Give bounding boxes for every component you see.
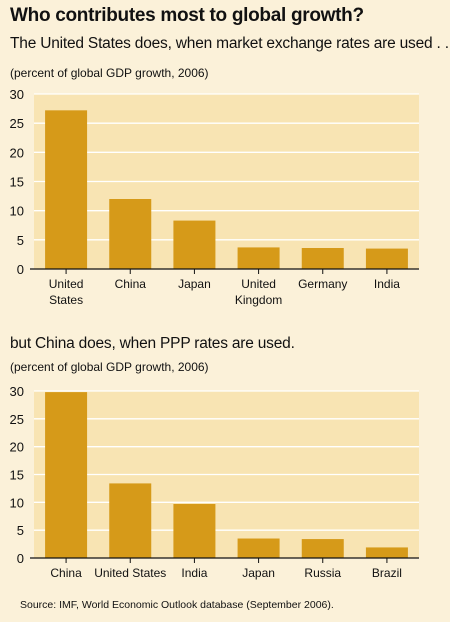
x-tick-label: Kingdom xyxy=(235,293,282,307)
bar xyxy=(173,220,216,269)
y-tick-label: 30 xyxy=(10,87,24,102)
x-tick-label: India xyxy=(181,566,207,580)
x-tick-label: Japan xyxy=(242,566,275,580)
bar xyxy=(365,547,408,558)
y-tick-label: 10 xyxy=(10,495,24,510)
bar xyxy=(301,539,344,558)
source-note: Source: IMF, World Economic Outlook data… xyxy=(20,599,334,611)
y-tick-label: 25 xyxy=(10,116,24,131)
y-tick-label: 5 xyxy=(17,233,24,248)
chart-2-unit-label: (percent of global GDP growth, 2006) xyxy=(10,360,209,374)
bar xyxy=(173,504,216,558)
x-tick-label: United xyxy=(49,277,84,291)
chart-1-bar-chart: 0 5 10 15 20 25 30 United States China Japan United… xyxy=(10,87,419,307)
x-tick-label: India xyxy=(374,277,400,291)
chart-2-subtitle: but China does, when PPP rates are used. xyxy=(10,335,295,352)
chart-1-unit-label: (percent of global GDP growth, 2006) xyxy=(10,66,209,80)
y-tick-label: 30 xyxy=(10,384,24,399)
x-tick-label: United xyxy=(241,277,276,291)
y-tick-label: 25 xyxy=(10,412,24,427)
page-title: Who contributes most to global growth? xyxy=(10,5,364,26)
y-tick-label: 20 xyxy=(10,440,24,455)
bar xyxy=(237,538,280,558)
bar xyxy=(109,199,152,269)
y-tick-label: 10 xyxy=(10,204,24,219)
bar xyxy=(109,483,152,558)
y-tick-label: 20 xyxy=(10,145,24,160)
y-tick-label: 15 xyxy=(10,468,24,483)
x-tick-label: United States xyxy=(94,566,166,580)
x-tick-label: China xyxy=(115,277,147,291)
x-tick-label: Russia xyxy=(304,566,341,580)
bar xyxy=(45,110,88,269)
y-tick-label: 0 xyxy=(17,262,24,277)
y-tick-label: 0 xyxy=(17,551,24,566)
x-tick-label: Japan xyxy=(178,277,211,291)
x-tick-label: States xyxy=(49,293,83,307)
y-tick-label: 5 xyxy=(17,523,24,538)
x-tick-label: China xyxy=(50,566,82,580)
bar xyxy=(365,248,408,269)
bar xyxy=(301,248,344,269)
bar xyxy=(237,247,280,269)
x-tick-label: Brazil xyxy=(372,566,402,580)
chart-1-subtitle: The United States does, when market exch… xyxy=(10,35,450,52)
y-tick-label: 15 xyxy=(10,175,24,190)
bar xyxy=(45,392,88,558)
chart-2-bar-chart: 0 5 10 15 20 25 30 China United States India Japan… xyxy=(10,384,419,580)
x-tick-label: Germany xyxy=(298,277,347,291)
